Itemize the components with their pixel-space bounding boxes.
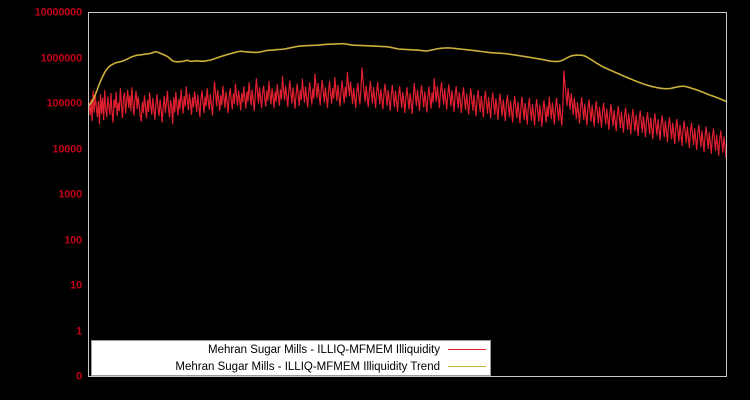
legend-entry-illiquidity[interactable]: Mehran Sugar Mills - ILLIQ-MFMEM Illiqui…: [92, 341, 490, 358]
y-tick-label-1: 1: [76, 325, 82, 337]
y-tick-label-0: 0: [76, 370, 82, 383]
y-tick-label-100: 100: [64, 234, 82, 246]
y-tick-label-1000: 1000: [58, 188, 82, 201]
y-tick-label-10000: 10000: [52, 143, 82, 155]
legend-label-illiquidity-trend: Mehran Sugar Mills - ILLIQ-MFMEM Illiqui…: [175, 360, 440, 373]
y-tick-label-10000000: 10000000: [34, 6, 83, 19]
y-tick-label-10: 10: [70, 279, 82, 292]
series-canvas: [89, 42, 726, 158]
y-tick-label-100000: 100000: [46, 97, 82, 110]
legend-swatch-illiquidity-icon: [448, 349, 486, 350]
y-axis: 10000000 1000000 100000 10000 1000 100 10 1 0: [0, 0, 88, 400]
illiquidity-series-line: [89, 67, 726, 158]
legend: Mehran Sugar Mills - ILLIQ-MFMEM Illiqui…: [91, 340, 491, 376]
legend-entry-illiquidity-trend[interactable]: Mehran Sugar Mills - ILLIQ-MFMEM Illiqui…: [92, 358, 490, 375]
illiquidity-trend-series-line: [89, 42, 726, 106]
legend-label-illiquidity: Mehran Sugar Mills - ILLIQ-MFMEM Illiqui…: [208, 343, 440, 356]
legend-swatch-illiquidity-trend-icon: [448, 366, 486, 367]
y-tick-label-1000000: 1000000: [40, 52, 83, 64]
plot-area: [88, 12, 727, 377]
